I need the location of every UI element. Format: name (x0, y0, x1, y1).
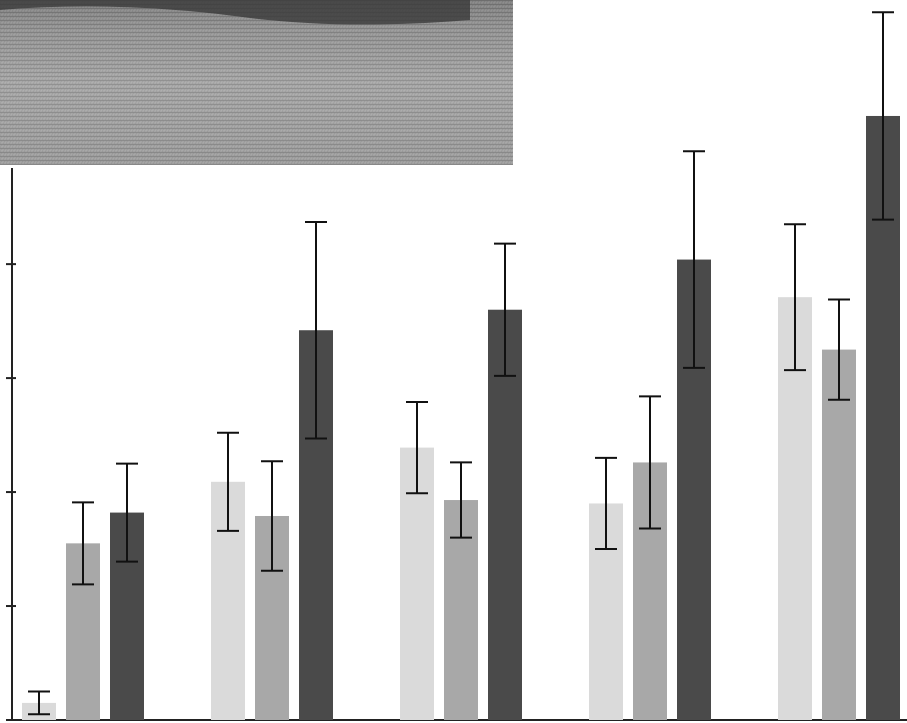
chart (0, 0, 907, 723)
bar (822, 350, 856, 720)
photo (0, 0, 513, 165)
